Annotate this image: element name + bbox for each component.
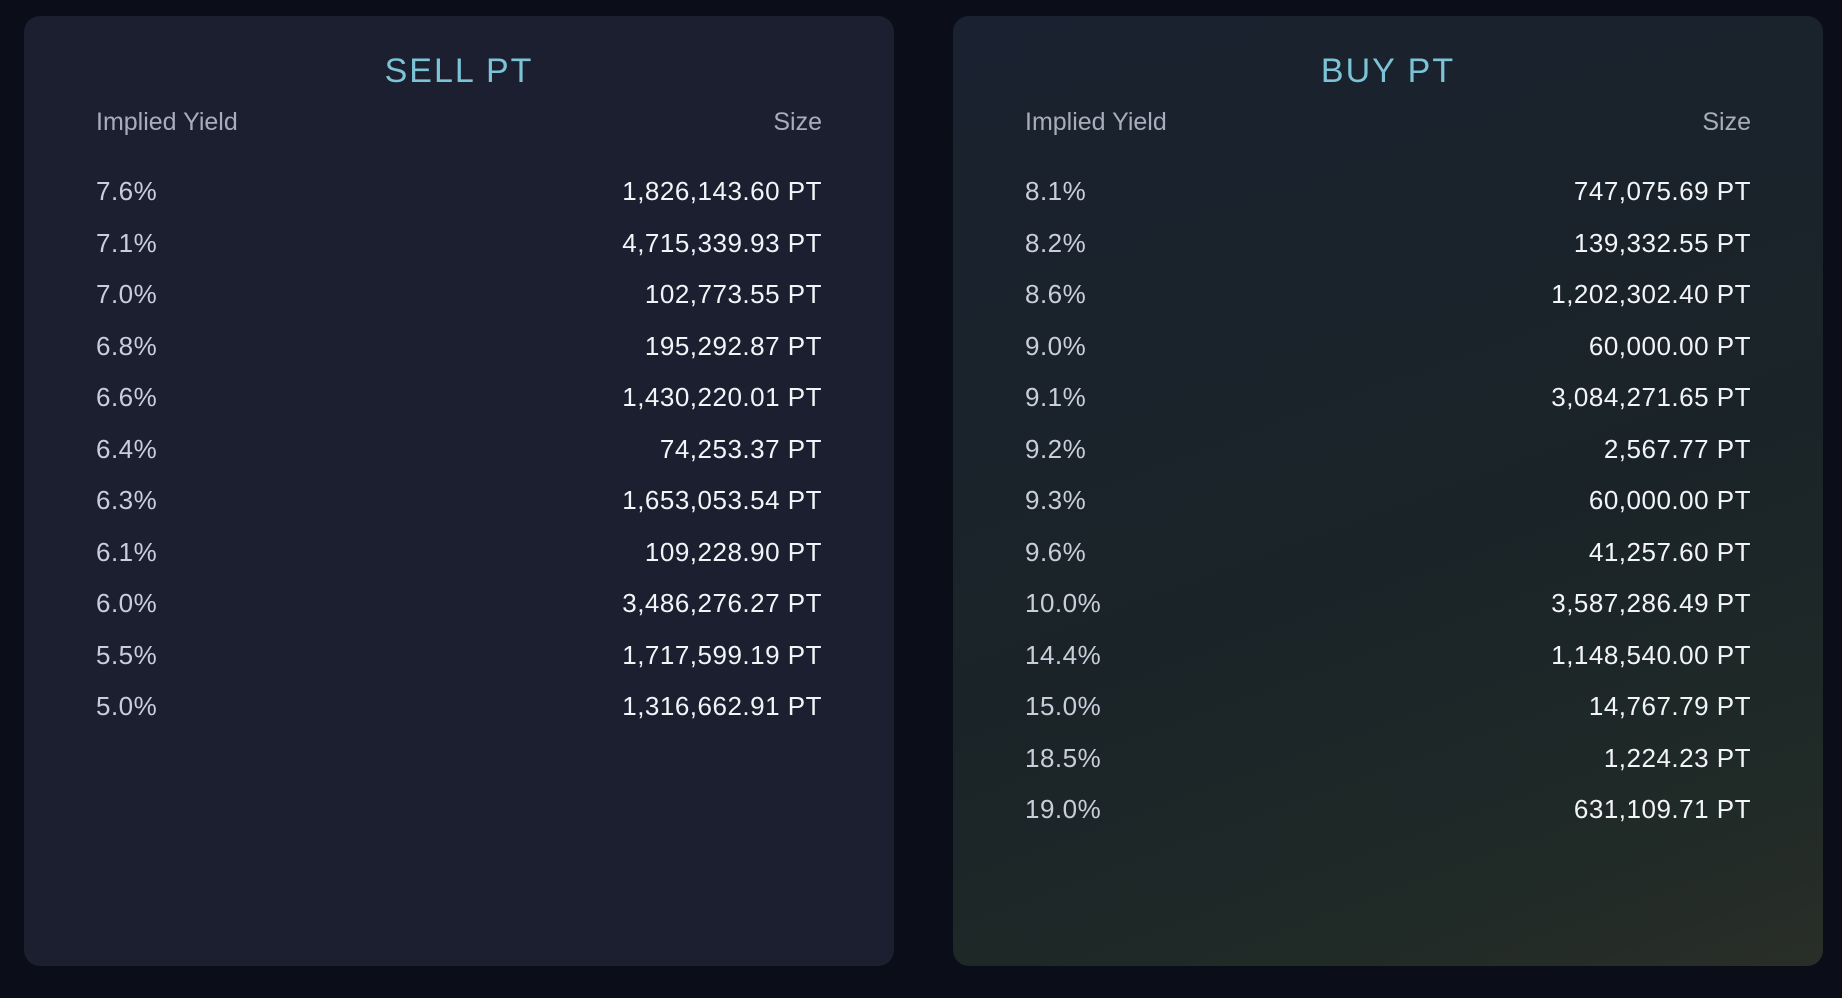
size-value: 3,486,276.27 PT [622,588,822,619]
size-value: 3,084,271.65 PT [1551,382,1751,413]
size-value: 195,292.87 PT [644,330,822,361]
sell-pt-title: SELL PT [384,52,534,90]
implied-yield-value: 6.6% [96,382,158,413]
buy-order-row[interactable]: 8.2% 139,332.55 PT [1025,218,1751,270]
size-value: 4,715,339.93 PT [622,227,822,258]
size-value: 1,202,302.40 PT [1551,279,1751,310]
implied-yield-value: 6.4% [96,433,158,464]
sell-order-row[interactable]: 7.6% 1,826,143.60 PT [96,166,822,218]
buy-order-row[interactable]: 9.3% 60,000.00 PT [1025,475,1751,527]
buy-order-row[interactable]: 8.1% 747,075.69 PT [1025,166,1751,218]
sell-implied-yield-header: Implied Yield [96,108,238,136]
buy-order-row[interactable]: 19.0% 631,109.71 PT [1025,784,1751,836]
size-value: 14,767.79 PT [1588,691,1751,722]
buy-column-headers: Implied Yield Size [1025,108,1751,140]
size-value: 1,148,540.00 PT [1551,639,1751,670]
implied-yield-value: 9.0% [1025,330,1087,361]
sell-order-row[interactable]: 6.4% 74,253.37 PT [96,424,822,476]
size-value: 631,109.71 PT [1573,794,1751,825]
sell-order-row[interactable]: 5.0% 1,316,662.91 PT [96,681,822,733]
implied-yield-value: 7.1% [96,227,158,258]
size-value: 2,567.77 PT [1603,433,1751,464]
implied-yield-value: 15.0% [1025,691,1102,722]
buy-implied-yield-header: Implied Yield [1025,108,1167,136]
implied-yield-value: 8.2% [1025,227,1087,258]
buy-order-row[interactable]: 9.1% 3,084,271.65 PT [1025,372,1751,424]
implied-yield-value: 6.0% [96,588,158,619]
implied-yield-value: 6.8% [96,330,158,361]
size-value: 102,773.55 PT [644,279,822,310]
sell-order-row[interactable]: 7.0% 102,773.55 PT [96,269,822,321]
implied-yield-value: 8.1% [1025,176,1087,207]
size-value: 747,075.69 PT [1573,176,1751,207]
implied-yield-value: 6.3% [96,485,158,516]
implied-yield-value: 9.6% [1025,536,1087,567]
size-value: 109,228.90 PT [644,536,822,567]
size-value: 60,000.00 PT [1588,485,1751,516]
buy-pt-panel: BUY PT Implied Yield Size 8.1% 747,075.69… [953,16,1823,966]
sell-order-row[interactable]: 6.3% 1,653,053.54 PT [96,475,822,527]
buy-order-row[interactable]: 9.6% 41,257.60 PT [1025,527,1751,579]
size-value: 1,717,599.19 PT [622,639,822,670]
sell-size-header: Size [773,108,822,136]
implied-yield-value: 10.0% [1025,588,1102,619]
size-value: 1,653,053.54 PT [622,485,822,516]
size-value: 1,316,662.91 PT [622,691,822,722]
implied-yield-value: 8.6% [1025,279,1087,310]
sell-order-row[interactable]: 5.5% 1,717,599.19 PT [96,630,822,682]
size-value: 139,332.55 PT [1573,227,1751,258]
size-value: 3,587,286.49 PT [1551,588,1751,619]
buy-order-row[interactable]: 10.0% 3,587,286.49 PT [1025,578,1751,630]
size-value: 1,224.23 PT [1603,742,1751,773]
implied-yield-value: 9.1% [1025,382,1087,413]
sell-column-headers: Implied Yield Size [96,108,822,140]
size-value: 41,257.60 PT [1588,536,1751,567]
sell-order-row[interactable]: 7.1% 4,715,339.93 PT [96,218,822,270]
implied-yield-value: 7.0% [96,279,158,310]
buy-order-row[interactable]: 14.4% 1,148,540.00 PT [1025,630,1751,682]
implied-yield-value: 5.0% [96,691,158,722]
buy-order-row[interactable]: 18.5% 1,224.23 PT [1025,733,1751,785]
buy-pt-title: BUY PT [1320,52,1456,90]
implied-yield-value: 6.1% [96,536,158,567]
sell-order-row[interactable]: 6.8% 195,292.87 PT [96,321,822,373]
implied-yield-value: 7.6% [96,176,158,207]
sell-order-list: 7.6% 1,826,143.60 PT 7.1% 4,715,339.93 PT 7.… [96,166,822,733]
implied-yield-value: 5.5% [96,639,158,670]
buy-order-list: 8.1% 747,075.69 PT 8.2% 139,332.55 PT 8.6% 1,… [1025,166,1751,836]
sell-order-row[interactable]: 6.0% 3,486,276.27 PT [96,578,822,630]
buy-size-header: Size [1702,108,1751,136]
size-value: 60,000.00 PT [1588,330,1751,361]
size-value: 74,253.37 PT [659,433,822,464]
implied-yield-value: 9.2% [1025,433,1087,464]
implied-yield-value: 18.5% [1025,742,1102,773]
size-value: 1,826,143.60 PT [622,176,822,207]
sell-order-row[interactable]: 6.6% 1,430,220.01 PT [96,372,822,424]
buy-order-row[interactable]: 8.6% 1,202,302.40 PT [1025,269,1751,321]
implied-yield-value: 9.3% [1025,485,1087,516]
implied-yield-value: 19.0% [1025,794,1102,825]
sell-pt-panel: SELL PT Implied Yield Size 7.6% 1,826,143… [24,16,894,966]
size-value: 1,430,220.01 PT [622,382,822,413]
buy-order-row[interactable]: 9.0% 60,000.00 PT [1025,321,1751,373]
sell-order-row[interactable]: 6.1% 109,228.90 PT [96,527,822,579]
buy-order-row[interactable]: 15.0% 14,767.79 PT [1025,681,1751,733]
implied-yield-value: 14.4% [1025,639,1102,670]
buy-order-row[interactable]: 9.2% 2,567.77 PT [1025,424,1751,476]
